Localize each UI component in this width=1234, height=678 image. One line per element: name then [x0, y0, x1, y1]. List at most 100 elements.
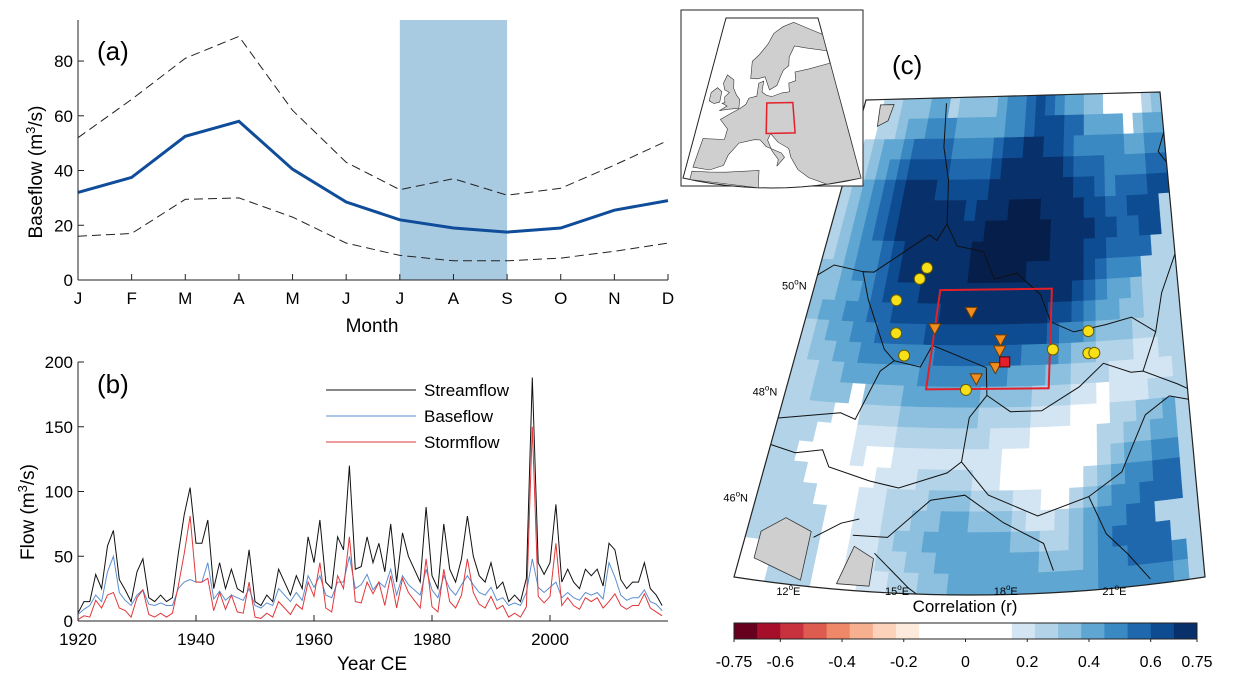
heatmap-cell [1060, 259, 1073, 282]
country-border-line [986, 362, 1144, 413]
heatmap-cell [950, 532, 969, 554]
heatmap-cell [1125, 502, 1142, 526]
inset-study-box [765, 101, 796, 135]
heatmap-cell [1158, 355, 1174, 379]
heatmap-cell [965, 532, 983, 554]
heatmap-cell [1137, 439, 1153, 463]
heatmap-cell [1083, 114, 1095, 136]
baseflow-upper-line [77, 35, 669, 196]
heatmap-cell [1057, 363, 1072, 386]
heatmap-cell [1083, 423, 1098, 447]
heatmap-cell [952, 511, 970, 533]
panel-a-x-tick-label: J [396, 289, 405, 308]
heatmap-cell [1160, 375, 1176, 399]
heatmap-cell [1093, 134, 1105, 157]
heatmap-cell [1083, 382, 1098, 405]
heatmap-cell [1002, 261, 1016, 284]
heatmap-cell [1070, 362, 1085, 385]
heatmap-cell [1135, 398, 1151, 422]
heatmap-cell [992, 241, 1007, 263]
heatmap-cell [1139, 234, 1153, 257]
latitude-label: 50oN [782, 278, 807, 293]
heatmap-cell [1072, 238, 1085, 261]
heatmap-cell [1069, 466, 1084, 489]
heatmap-cell [1016, 219, 1030, 242]
panel-a-y-tick-label: 80 [54, 52, 73, 71]
heatmap-cell [1083, 568, 1099, 592]
panel-a-label: (a) [97, 36, 129, 66]
colorbar-tick-label: 0.4 [1078, 654, 1100, 671]
heatmap-cell [1050, 198, 1063, 220]
heatmap-cell [1083, 506, 1099, 530]
site-circle-marker [890, 294, 903, 307]
site-circle-marker [1046, 343, 1059, 356]
heatmap-cell [1023, 115, 1036, 138]
heatmap-cell [1172, 558, 1191, 582]
heatmap-cell [1030, 177, 1043, 200]
heatmap-cell [996, 199, 1010, 222]
heatmap-cell [1146, 173, 1160, 195]
heatmap-cell [1134, 153, 1147, 175]
longitude-label: 18oE [994, 583, 1018, 598]
heatmap-cell [1083, 93, 1095, 116]
heatmap-cell [1015, 95, 1028, 118]
heatmap-cell [1061, 197, 1074, 220]
heatmap-cell [1109, 421, 1125, 445]
site-circle-marker [921, 261, 934, 274]
legend-label-stormflow: Stormflow [424, 433, 500, 452]
heatmap-cell [1070, 383, 1084, 406]
heatmap-cell [1106, 257, 1120, 280]
europe-inset-map [680, 9, 864, 189]
heatmap-cell [1039, 509, 1056, 532]
heatmap-cell [993, 552, 1011, 575]
heatmap-cell [923, 510, 942, 533]
heatmap-cell [1093, 113, 1105, 136]
heatmap-cell [1109, 401, 1124, 424]
heatmap-cell [945, 448, 963, 471]
heatmap-cell [1168, 497, 1186, 521]
heatmap-cell [996, 510, 1013, 533]
heatmap-cell [1128, 235, 1142, 258]
heatmap-cell [1012, 282, 1027, 304]
heatmap-cell [1171, 538, 1189, 562]
heatmap-cell [1187, 556, 1205, 580]
heatmap-cell [950, 407, 967, 430]
heatmap-cell [1049, 239, 1062, 262]
heatmap-cell [1083, 134, 1095, 157]
heatmap-cell [1105, 236, 1119, 259]
heatmap-cell [1029, 426, 1045, 449]
colorbar-tick-label: 0.75 [1181, 654, 1212, 671]
inset-landmass [708, 87, 723, 104]
heatmap-cell [1053, 550, 1070, 573]
panel-a-x-tick-label: F [126, 289, 136, 308]
country-border-line [862, 103, 987, 369]
latitude-label: 46oN [723, 490, 748, 505]
heatmap-cell [1002, 427, 1018, 450]
heatmap-cell [1141, 521, 1158, 545]
heatmap-cell [933, 552, 952, 575]
panel-b-y-label-tail: /s) [18, 464, 39, 485]
heatmap-cell [1034, 323, 1048, 345]
panel-c-map: 52oN50oN48oN46oN12oE15oE18oE21oE (c) Cor… [680, 9, 1213, 671]
legend-label-baseflow: Baseflow [424, 407, 494, 426]
heatmap-cell [978, 552, 996, 575]
heatmap-cell [981, 511, 999, 533]
heatmap-cell [937, 407, 954, 429]
heatmap-cell [1050, 218, 1063, 241]
colorbar-segment [919, 623, 943, 639]
heatmap-cell [915, 573, 935, 595]
heatmap-cell [1134, 378, 1150, 401]
heatmap-cell [1047, 301, 1061, 324]
panel-b-y-tick-label: 150 [45, 418, 73, 437]
site-circle-marker [959, 383, 972, 396]
panel-c-label: (c) [892, 50, 922, 80]
heatmap-cell [1157, 560, 1175, 584]
heatmap-cell [946, 573, 965, 595]
panel-a-y-axis-label: Baseflow (m3/s) [23, 106, 47, 239]
heatmap-cell [1083, 258, 1096, 281]
colorbar-segment [942, 623, 966, 639]
longitude-label: 21oE [1102, 583, 1126, 598]
heatmap-cell [1131, 317, 1146, 340]
heatmap-cell [971, 469, 988, 492]
heatmap-cell [1150, 438, 1167, 462]
